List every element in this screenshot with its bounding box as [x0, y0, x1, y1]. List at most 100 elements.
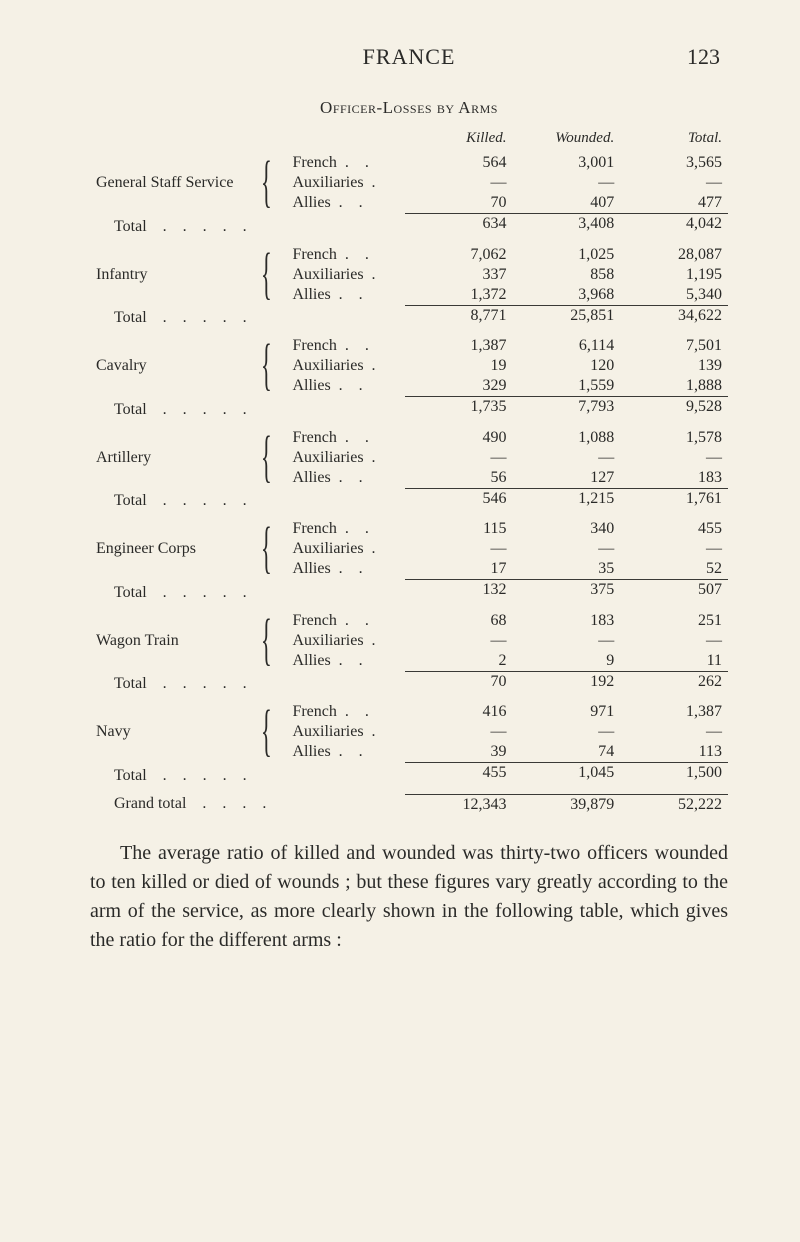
table-cell: 407: [512, 193, 620, 214]
table-cell: 113: [620, 742, 728, 763]
service-total-row: Total . . . . .132375507: [90, 580, 728, 603]
sub-label: Auxiliaries .: [286, 539, 404, 559]
sub-label: Auxiliaries .: [286, 448, 404, 468]
total-label: Total . . . . .: [90, 305, 405, 328]
table-cell: 329: [405, 376, 513, 397]
sub-label: Allies . .: [286, 742, 404, 763]
table-row: Engineer Corps{French . .115340455: [90, 519, 728, 539]
table-row: Cavalry{French . .1,3876,1147,501: [90, 336, 728, 356]
sub-label: Auxiliaries .: [286, 722, 404, 742]
sub-label: Allies . .: [286, 193, 404, 214]
total-label: Total . . . . .: [90, 397, 405, 420]
table-header-row: Killed. Wounded. Total.: [90, 128, 728, 153]
brace-icon: {: [261, 245, 286, 306]
table-cell: 25,851: [512, 305, 620, 328]
table-cell: 634: [405, 214, 513, 237]
table-cell: 3,565: [620, 153, 728, 173]
table-cell: 3,001: [512, 153, 620, 173]
table-cell: 183: [620, 468, 728, 489]
table-cell: 74: [512, 742, 620, 763]
total-label: Total . . . . .: [90, 488, 405, 511]
table-cell: —: [405, 448, 513, 468]
table-cell: 4,042: [620, 214, 728, 237]
table-cell: 56: [405, 468, 513, 489]
table-cell: 1,387: [620, 702, 728, 722]
sub-label: French . .: [286, 428, 404, 448]
col-total: Total.: [620, 128, 728, 153]
table-cell: 1,500: [620, 763, 728, 786]
table-row: Infantry{French . .7,0621,02528,087: [90, 245, 728, 265]
table-cell: —: [620, 539, 728, 559]
sub-label: Allies . .: [286, 468, 404, 489]
table-cell: 115: [405, 519, 513, 539]
table-cell: —: [620, 173, 728, 193]
table-row: Artillery{French . .4901,0881,578: [90, 428, 728, 448]
table-cell: 1,088: [512, 428, 620, 448]
service-name: Wagon Train: [90, 611, 261, 672]
table-cell: 7,501: [620, 336, 728, 356]
table-row: General Staff Service{French . .5643,001…: [90, 153, 728, 173]
table-cell: 546: [405, 488, 513, 511]
table-cell: 971: [512, 702, 620, 722]
page-number: 123: [660, 44, 720, 70]
table-cell: 183: [512, 611, 620, 631]
table-cell: 52,222: [620, 794, 728, 815]
body-paragraph: The average ratio of killed and wounded …: [90, 839, 728, 955]
sub-label: Allies . .: [286, 285, 404, 306]
table-title: Officer-Losses by Arms: [90, 98, 728, 118]
sub-label: Auxiliaries .: [286, 265, 404, 285]
table-cell: —: [405, 539, 513, 559]
running-header: FRANCE 123: [90, 44, 728, 70]
table-cell: 3,968: [512, 285, 620, 306]
service-name: Artillery: [90, 428, 261, 489]
table-cell: 192: [512, 671, 620, 694]
service-name: Cavalry: [90, 336, 261, 397]
table-cell: —: [620, 448, 728, 468]
brace-icon: {: [261, 519, 286, 580]
table-cell: 564: [405, 153, 513, 173]
sub-label: French . .: [286, 519, 404, 539]
table-cell: —: [512, 448, 620, 468]
table-cell: —: [512, 722, 620, 742]
service-total-row: Total . . . . .6343,4084,042: [90, 214, 728, 237]
sub-label: French . .: [286, 336, 404, 356]
table-cell: 39: [405, 742, 513, 763]
table-cell: 455: [405, 763, 513, 786]
table-cell: —: [512, 539, 620, 559]
sub-label: Allies . .: [286, 559, 404, 580]
table-cell: 1,045: [512, 763, 620, 786]
table-cell: 1,215: [512, 488, 620, 511]
table-cell: 35: [512, 559, 620, 580]
table-cell: 120: [512, 356, 620, 376]
table-cell: 70: [405, 671, 513, 694]
sub-label: Auxiliaries .: [286, 356, 404, 376]
table-cell: 455: [620, 519, 728, 539]
sub-label: Allies . .: [286, 651, 404, 672]
table-cell: 1,578: [620, 428, 728, 448]
table-cell: 28,087: [620, 245, 728, 265]
table-cell: 1,735: [405, 397, 513, 420]
sub-label: French . .: [286, 702, 404, 722]
table-cell: 337: [405, 265, 513, 285]
grand-total-label: Grand total . . . .: [90, 794, 405, 815]
table-cell: 251: [620, 611, 728, 631]
table-cell: 507: [620, 580, 728, 603]
col-killed: Killed.: [405, 128, 513, 153]
table-cell: 1,025: [512, 245, 620, 265]
officer-losses-table: Killed. Wounded. Total. General Staff Se…: [90, 128, 728, 815]
table-cell: 52: [620, 559, 728, 580]
total-label: Total . . . . .: [90, 763, 405, 786]
table-cell: 1,888: [620, 376, 728, 397]
table-cell: 1,559: [512, 376, 620, 397]
table-cell: 1,372: [405, 285, 513, 306]
service-total-row: Total . . . . .5461,2151,761: [90, 488, 728, 511]
service-name: Navy: [90, 702, 261, 763]
table-cell: 3,408: [512, 214, 620, 237]
table-cell: 1,387: [405, 336, 513, 356]
table-cell: 340: [512, 519, 620, 539]
table-cell: 127: [512, 468, 620, 489]
table-cell: 68: [405, 611, 513, 631]
table-cell: 34,622: [620, 305, 728, 328]
brace-icon: {: [261, 611, 286, 672]
table-cell: 132: [405, 580, 513, 603]
